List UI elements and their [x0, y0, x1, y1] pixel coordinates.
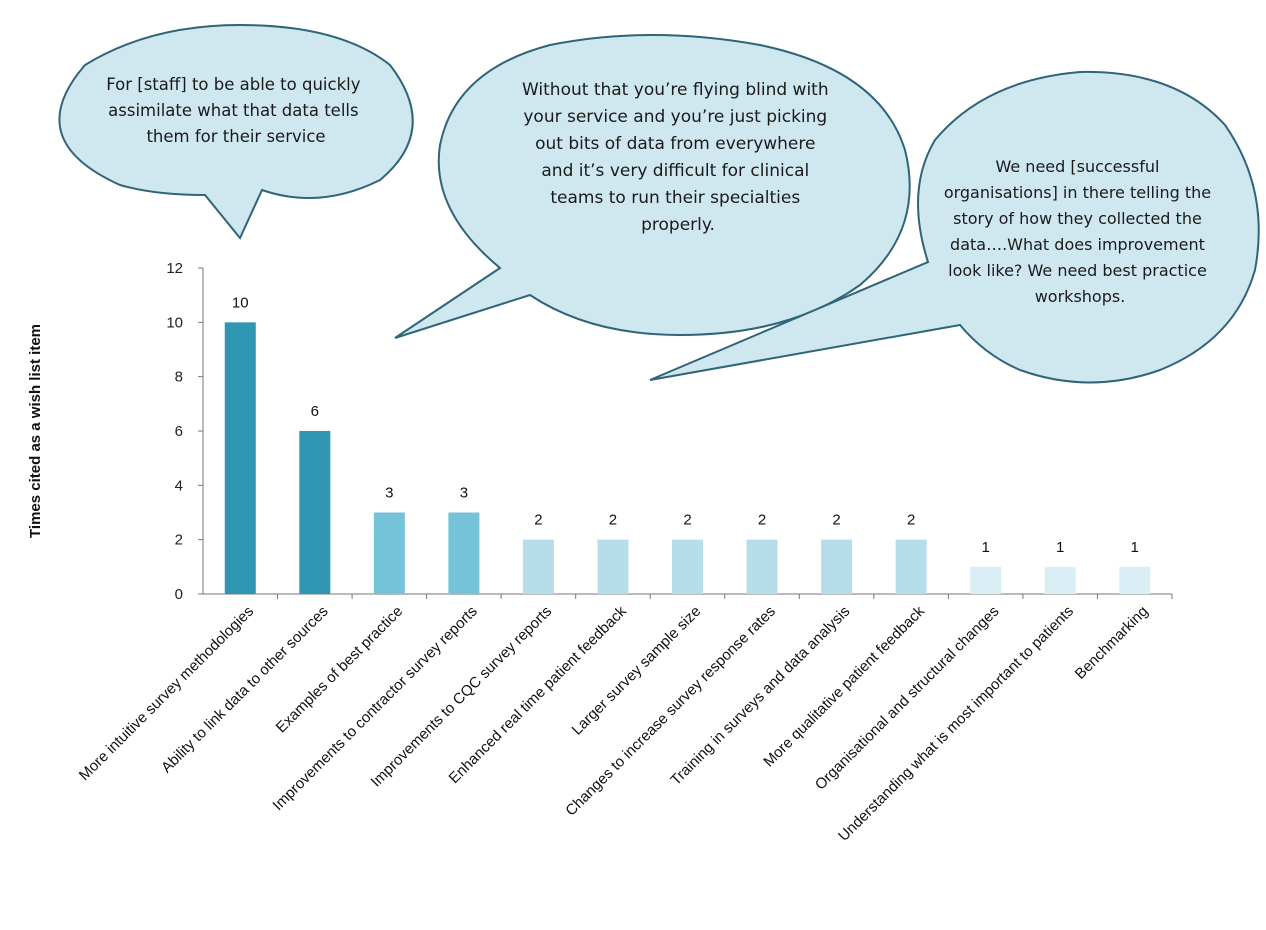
bar-value-label: 2: [907, 512, 915, 529]
bubble-line: properly.: [641, 215, 715, 235]
speech-bubble-best-practice: We need [successful organisations] in th…: [649, 70, 1260, 384]
bubble-line: organisations] in there telling the: [944, 183, 1211, 202]
bar-value-label: 1: [981, 539, 989, 556]
bubble-line: We need [successful: [995, 157, 1159, 176]
bar-value-label: 3: [460, 485, 468, 502]
bar: [224, 322, 256, 594]
speech-bubble-staff: For [staff] to be able to quickly assimi…: [58, 23, 414, 240]
bar: [970, 566, 1002, 594]
y-axis-title: Times cited as a wish list item: [27, 324, 44, 538]
y-tick-label: 10: [166, 314, 183, 331]
bar-value-label: 6: [311, 403, 319, 420]
bubble-line: Without that you’re flying blind with: [522, 80, 829, 100]
category-label: More qualitative patient feedback: [760, 602, 928, 770]
category-labels: More intuitive survey methodologiesAbili…: [76, 594, 1173, 845]
bar-value-label: 2: [832, 512, 840, 529]
category-label: Ability to link data to other sources: [158, 603, 332, 777]
bar-value-label: 2: [534, 512, 542, 529]
y-ticks: 0 2 4 6 8 10 12: [166, 260, 203, 603]
speech-bubble-flying-blind: Without that you’re flying blind with yo…: [394, 34, 911, 339]
bar-value-label: 2: [609, 512, 617, 529]
bar: [448, 512, 480, 594]
bubble-text-best-practice: We need [successful organisations] in th…: [944, 157, 1216, 306]
bubble-line: teams to run their specialties: [550, 188, 800, 208]
bar: [299, 431, 331, 594]
bubble-line: For [staff] to be able to quickly: [106, 75, 360, 94]
y-tick-label: 6: [175, 423, 183, 440]
bubble-line: data….What does improvement: [950, 235, 1205, 254]
bar-value-label: 1: [1056, 539, 1064, 556]
bars: [224, 322, 1151, 594]
bar: [522, 539, 554, 594]
bar: [1044, 566, 1076, 594]
bubble-line: assimilate what that data tells: [108, 101, 358, 120]
bubble-line: and it’s very difficult for clinical: [541, 161, 809, 181]
bar: [672, 539, 703, 594]
bubble-text-flying-blind: Without that you’re flying blind with yo…: [522, 80, 834, 235]
bar-value-label: 3: [385, 485, 393, 502]
bar-value-label: 10: [232, 294, 249, 311]
bar: [821, 539, 853, 594]
bubble-line: story of how they collected the: [953, 209, 1202, 228]
bar: [597, 539, 629, 594]
y-tick-label: 8: [175, 369, 183, 386]
data-labels: 10 6 3 3 2 2 2 2 2 2 1 1 1: [232, 294, 1139, 555]
category-label: Examples of best practice: [273, 603, 406, 736]
bar-value-label: 2: [758, 512, 766, 529]
bubble-line: look like? We need best practice: [948, 261, 1207, 280]
bar: [895, 539, 927, 594]
y-tick-label: 4: [175, 477, 183, 494]
bubble-line: your service and you’re just picking: [523, 107, 827, 127]
bar: [373, 512, 405, 594]
y-tick-label: 0: [175, 586, 183, 603]
y-tick-label: 2: [175, 532, 183, 549]
category-label: Benchmarking: [1072, 603, 1152, 683]
bubble-text-staff: For [staff] to be able to quickly assimi…: [106, 75, 366, 146]
bubble-line: out bits of data from everywhere: [535, 134, 815, 154]
bar: [746, 539, 778, 594]
bar: [1119, 566, 1151, 594]
category-label: Larger survey sample size: [569, 603, 705, 739]
bubble-line: workshops.: [1035, 287, 1126, 306]
y-tick-label: 12: [166, 260, 183, 277]
bar-value-label: 1: [1131, 539, 1139, 556]
bar-value-label: 2: [683, 512, 691, 529]
bubble-line: them for their service: [146, 127, 325, 146]
